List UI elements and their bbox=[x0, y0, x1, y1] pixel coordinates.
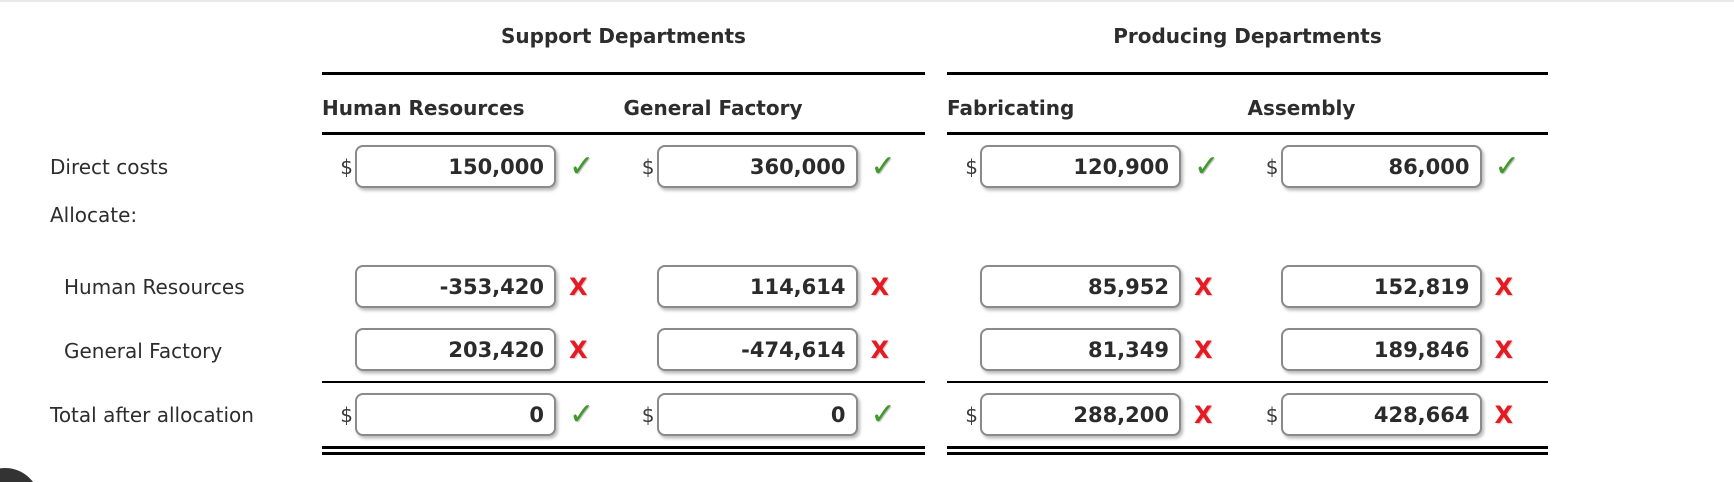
input-total-human-resources[interactable]: 0 bbox=[355, 393, 556, 436]
check-icon: ✓ bbox=[569, 148, 595, 184]
top-divider bbox=[0, 0, 1734, 2]
x-icon: X bbox=[870, 335, 890, 364]
x-icon: X bbox=[1494, 272, 1514, 301]
column-header-assembly: Assembly bbox=[1247, 96, 1356, 120]
cutoff-corner-shape bbox=[0, 468, 40, 482]
x-icon: X bbox=[1194, 335, 1213, 364]
row-label: General Factory bbox=[64, 338, 223, 363]
row-total-after-allocation: Total after allocation $ 0 ✓ $ 0 ✓ $ 288… bbox=[0, 383, 1734, 446]
cell: $ 150,000 ✓ bbox=[322, 145, 624, 188]
row-allocate-section: Allocate: bbox=[0, 198, 1734, 255]
check-icon: ✓ bbox=[1194, 148, 1220, 184]
section-label: Allocate: bbox=[50, 203, 138, 227]
check-icon: ✓ bbox=[569, 396, 595, 432]
dollar-prefix: $ bbox=[340, 402, 353, 427]
dollar-prefix: $ bbox=[641, 154, 655, 179]
input-total-general-factory[interactable]: 0 bbox=[656, 393, 858, 436]
input-gf-allocation-fabricating[interactable]: 81,349 bbox=[980, 328, 1181, 371]
check-icon: ✓ bbox=[870, 396, 896, 432]
row-label: Direct costs bbox=[50, 154, 169, 179]
double-rule bbox=[947, 446, 1548, 455]
input-hr-allocation-assembly[interactable]: 152,819 bbox=[1280, 265, 1482, 308]
x-icon: X bbox=[870, 272, 890, 301]
input-hr-allocation-general-factory[interactable]: 114,614 bbox=[656, 265, 858, 308]
x-icon: X bbox=[1194, 400, 1213, 429]
input-direct-costs-general-factory[interactable]: 360,000 bbox=[656, 145, 858, 188]
row-allocate-human-resources: Human Resources -353,420 X 114,614 X 85,… bbox=[0, 255, 1734, 318]
input-direct-costs-assembly[interactable]: 86,000 bbox=[1280, 145, 1482, 188]
group-header-row: Support Departments Producing Department… bbox=[0, 0, 1734, 75]
dollar-prefix: $ bbox=[340, 154, 353, 179]
cell: $ 0 ✓ bbox=[624, 393, 926, 436]
row-allocate-general-factory: General Factory 203,420 X -474,614 X 81,… bbox=[0, 318, 1734, 383]
x-icon: X bbox=[569, 335, 588, 364]
cell: $ 288,200 X bbox=[947, 393, 1248, 436]
input-direct-costs-fabricating[interactable]: 120,900 bbox=[980, 145, 1181, 188]
cell: 85,952 X bbox=[947, 265, 1248, 308]
cell: $ 0 ✓ bbox=[322, 393, 624, 436]
dollar-prefix: $ bbox=[1265, 154, 1279, 179]
dollar-prefix: $ bbox=[641, 402, 655, 427]
row-direct-costs: Direct costs $ 150,000 ✓ $ 360,000 ✓ $ 1… bbox=[0, 135, 1734, 198]
double-rule-row bbox=[0, 446, 1734, 456]
cell: $ 86,000 ✓ bbox=[1248, 145, 1549, 188]
cell: -353,420 X bbox=[322, 265, 624, 308]
x-icon: X bbox=[1194, 272, 1213, 301]
dollar-prefix: $ bbox=[965, 402, 978, 427]
cell: $ 428,664 X bbox=[1248, 393, 1549, 436]
group-title: Producing Departments bbox=[1113, 24, 1382, 48]
input-total-fabricating[interactable]: 288,200 bbox=[980, 393, 1181, 436]
cell: -474,614 X bbox=[624, 328, 926, 371]
group-producing-departments: Producing Departments bbox=[947, 0, 1548, 75]
input-gf-allocation-human-resources[interactable]: 203,420 bbox=[355, 328, 556, 371]
dollar-prefix: $ bbox=[965, 154, 978, 179]
cell: 114,614 X bbox=[624, 265, 926, 308]
input-gf-allocation-assembly[interactable]: 189,846 bbox=[1280, 328, 1482, 371]
check-icon: ✓ bbox=[1494, 148, 1520, 184]
cell: 152,819 X bbox=[1248, 265, 1549, 308]
cell: 189,846 X bbox=[1248, 328, 1549, 371]
cell: 203,420 X bbox=[322, 328, 624, 371]
column-header-row: Human Resources General Factory Fabricat… bbox=[0, 75, 1734, 135]
double-rule bbox=[322, 446, 925, 455]
x-icon: X bbox=[1494, 400, 1514, 429]
row-label: Human Resources bbox=[64, 274, 245, 299]
cell: $ 360,000 ✓ bbox=[624, 145, 926, 188]
row-label: Total after allocation bbox=[50, 402, 254, 427]
dollar-prefix: $ bbox=[1265, 402, 1279, 427]
cell: 81,349 X bbox=[947, 328, 1248, 371]
column-header-human-resources: Human Resources bbox=[322, 96, 525, 120]
input-total-assembly[interactable]: 428,664 bbox=[1280, 393, 1482, 436]
group-support-departments: Support Departments bbox=[322, 0, 925, 75]
input-direct-costs-human-resources[interactable]: 150,000 bbox=[355, 145, 556, 188]
check-icon: ✓ bbox=[870, 148, 896, 184]
column-header-fabricating: Fabricating bbox=[947, 96, 1075, 120]
column-header-general-factory: General Factory bbox=[623, 96, 803, 120]
input-hr-allocation-human-resources[interactable]: -353,420 bbox=[355, 265, 556, 308]
x-icon: X bbox=[569, 272, 588, 301]
input-gf-allocation-general-factory[interactable]: -474,614 bbox=[656, 328, 858, 371]
input-hr-allocation-fabricating[interactable]: 85,952 bbox=[980, 265, 1181, 308]
cell: $ 120,900 ✓ bbox=[947, 145, 1248, 188]
group-title: Support Departments bbox=[501, 24, 746, 48]
x-icon: X bbox=[1494, 335, 1514, 364]
